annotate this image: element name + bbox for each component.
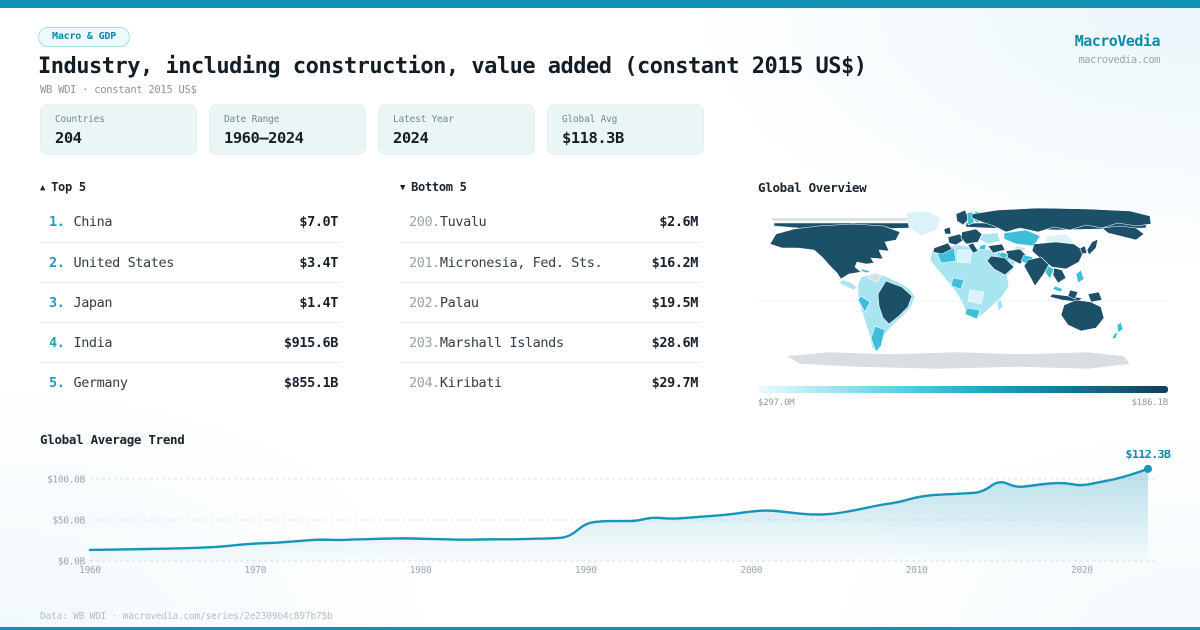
- category-badge[interactable]: Macro & GDP: [38, 27, 131, 47]
- y-axis-label: $100.0B: [47, 475, 86, 486]
- x-axis-label: 2020: [1071, 565, 1093, 576]
- stat-value: 204: [55, 129, 82, 147]
- stat-value: 2024: [393, 129, 429, 147]
- country-name: China: [73, 214, 113, 230]
- trend-end-dot: [1144, 464, 1152, 473]
- country-value: $7.0T: [299, 214, 338, 230]
- x-axis-label: 2000: [740, 565, 762, 576]
- stat-label: Global Avg: [562, 114, 618, 125]
- rank: 201.: [409, 254, 440, 271]
- rank: 2.: [49, 254, 65, 271]
- triangle-down-icon: ▼: [400, 183, 406, 193]
- rank: 4.: [49, 334, 65, 351]
- country-name: Kiribati: [439, 374, 502, 391]
- global-overview-panel: Global Overview: [758, 180, 1168, 408]
- bottom5-list: ▼ Bottom 5 200. Tuvalu $2.6M 201. Micronesia…: [400, 180, 700, 402]
- country-name: Micronesia, Fed. Sts.: [439, 254, 603, 271]
- top5-list: ▲ Top 5 1. China $7.0T 2. United States $3.4T…: [40, 180, 340, 402]
- country-value: $2.6M: [659, 214, 698, 230]
- map-legend-labels: $297.0M $186.1B: [758, 398, 1168, 408]
- stat-label: Date Range: [224, 114, 280, 125]
- rank: 203.: [409, 334, 440, 351]
- y-axis-label: $50.0B: [52, 516, 85, 527]
- subtitle: WB WDI · constant 2015 US$: [40, 84, 197, 96]
- brand-domain[interactable]: macrovedia.com: [1078, 54, 1160, 66]
- rank: 204.: [409, 374, 440, 391]
- trend-chart: $0.0B $50.0B $100.0B 1960 1970 1980 1990 2000 20…: [47, 450, 1172, 576]
- table-row: 203. Marshall Islands $28.6M: [400, 322, 700, 362]
- bottom-accent-bar: [0, 627, 1200, 630]
- table-row: 5. Germany $855.1B: [40, 362, 340, 402]
- country-name: Tuvalu: [439, 214, 487, 230]
- country-value: $19.5M: [651, 294, 699, 311]
- x-axis-label: 1960: [79, 565, 101, 576]
- stat-value: 1960—2024: [224, 129, 304, 147]
- stat-card-countries: Countries 204: [40, 104, 197, 155]
- table-row: 204. Kiribati $29.7M: [400, 362, 700, 402]
- top5-header-label: Top 5: [51, 180, 86, 194]
- country-value: $1.4T: [299, 294, 338, 311]
- x-axis-label: 2010: [906, 565, 928, 576]
- bottom5-header-label: Bottom 5: [411, 180, 467, 194]
- bottom5-header: ▼ Bottom 5: [400, 180, 700, 194]
- x-axis-label: 1990: [575, 565, 597, 576]
- table-row: 2. United States $3.4T: [40, 242, 340, 282]
- footer-attribution: Data: WB WDI · macrovedia.com/series/2e2…: [40, 611, 333, 622]
- trend-end-label: $112.3B: [1126, 450, 1172, 461]
- trend-line: [88, 467, 1150, 552]
- country-value: $3.4T: [299, 254, 338, 271]
- bottom5-rows: 200. Tuvalu $2.6M 201. Micronesia, Fed. Sts…: [400, 202, 700, 402]
- table-row: 3. Japan $1.4T: [40, 282, 340, 322]
- x-axis-label: 1970: [244, 565, 266, 576]
- trend-title: Global Average Trend: [40, 432, 185, 447]
- stat-card-date-range: Date Range 1960—2024: [209, 104, 366, 155]
- country-name: Marshall Islands: [439, 334, 564, 351]
- map-legend-gradient: [758, 386, 1168, 393]
- table-row: 4. India $915.6B: [40, 322, 340, 362]
- table-row: 1. China $7.0T: [40, 202, 340, 242]
- table-row: 202. Palau $19.5M: [400, 282, 700, 322]
- brand-name[interactable]: MacroVedia: [1074, 32, 1161, 50]
- y-axis-label: $0.0B: [58, 557, 86, 568]
- x-axis-label: 1980: [410, 565, 432, 576]
- table-row: 200. Tuvalu $2.6M: [400, 202, 700, 242]
- stat-value: $118.3B: [562, 129, 624, 147]
- rank: 202.: [409, 294, 440, 311]
- map-regions: [769, 207, 1152, 370]
- world-map: [758, 207, 1168, 370]
- stat-card-global-avg: Global Avg $118.3B: [547, 104, 704, 155]
- rank: 3.: [49, 294, 65, 311]
- legend-max-label: $186.1B: [1131, 398, 1168, 408]
- stat-label: Latest Year: [393, 114, 454, 125]
- country-value: $16.2M: [651, 254, 699, 271]
- trend-area: [90, 468, 1148, 561]
- country-name: Palau: [439, 294, 479, 311]
- country-value: $28.6M: [651, 334, 699, 351]
- country-value: $855.1B: [283, 374, 339, 391]
- stat-card-latest-year: Latest Year 2024: [378, 104, 535, 155]
- stats-row: Countries 204 Date Range 1960—2024 Lates…: [40, 104, 704, 155]
- country-name: United States: [73, 254, 174, 271]
- brand: MacroVedia macrovedia.com: [1074, 32, 1161, 66]
- country-value: $29.7M: [651, 374, 699, 391]
- country-name: India: [73, 334, 113, 351]
- top5-rows: 1. China $7.0T 2. United States $3.4T 3. Japa…: [40, 202, 340, 402]
- triangle-up-icon: ▲: [40, 183, 46, 193]
- country-name: Germany: [73, 374, 128, 391]
- country-name: Japan: [73, 294, 113, 311]
- rank: 200.: [409, 214, 440, 230]
- top-accent-bar: [0, 0, 1200, 8]
- rank: 5.: [49, 374, 65, 391]
- map-title: Global Overview: [758, 180, 867, 195]
- top5-header: ▲ Top 5: [40, 180, 340, 194]
- rank: 1.: [49, 214, 65, 230]
- page-title: Industry, including construction, value …: [38, 54, 867, 79]
- stat-label: Countries: [55, 114, 105, 125]
- table-row: 201. Micronesia, Fed. Sts. $16.2M: [400, 242, 700, 282]
- legend-min-label: $297.0M: [758, 398, 795, 408]
- country-value: $915.6B: [283, 334, 339, 351]
